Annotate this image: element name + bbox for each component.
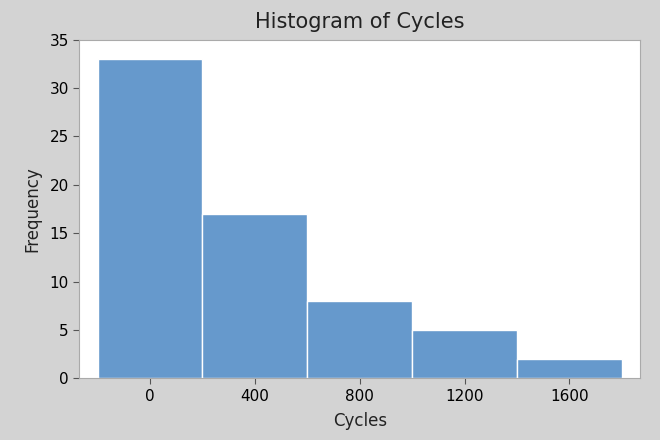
Title: Histogram of Cycles: Histogram of Cycles [255, 12, 465, 33]
Bar [203, 214, 308, 378]
Bar [517, 359, 622, 378]
Bar [412, 330, 517, 378]
X-axis label: Cycles: Cycles [333, 412, 387, 430]
Bar [308, 301, 412, 378]
Y-axis label: Frequency: Frequency [23, 166, 41, 252]
Bar [98, 59, 203, 378]
